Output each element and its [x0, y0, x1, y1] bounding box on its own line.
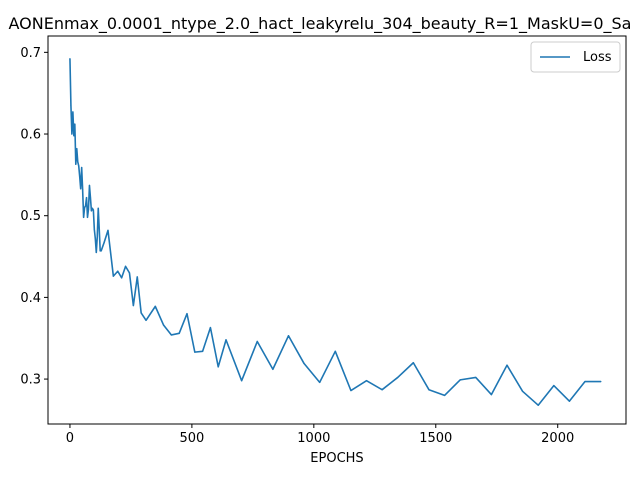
loss-data-point [77, 161, 79, 163]
loss-data-point [83, 206, 86, 209]
loss-data-point [459, 379, 461, 381]
loss-data-point [83, 216, 85, 218]
loss-data-point [584, 380, 586, 383]
loss-data-point [209, 327, 212, 329]
loss-data-point [73, 135, 75, 137]
loss-data-point [145, 319, 147, 321]
loss-data-point [272, 368, 274, 370]
loss-data-point [136, 276, 138, 278]
loss-data-point [163, 324, 165, 326]
loss-data-point [70, 104, 72, 107]
loss-data-point [87, 208, 90, 210]
loss-data-point [397, 376, 399, 379]
x-axis-ticks: 0 500 1000 1500 2000 [66, 424, 574, 446]
x-axis-label: EPOCHS [310, 451, 363, 466]
loss-data-point [97, 207, 99, 209]
loss-data-point [350, 389, 352, 392]
loss-data-point [170, 334, 172, 336]
loss-data-point [69, 58, 71, 60]
y-tick-label: 0.5 [20, 209, 41, 224]
loss-data-point [490, 393, 492, 396]
loss-data-point [475, 376, 477, 379]
loss-data-point [334, 350, 336, 352]
loss-data-point [202, 350, 204, 352]
loss-data-point [121, 277, 123, 279]
loss-data-point [74, 123, 76, 125]
loss-data-point [79, 175, 81, 178]
loss-data-point [225, 339, 227, 341]
loss-data-point [217, 366, 219, 368]
loss-data-point [100, 250, 102, 252]
loss-data-point [72, 111, 74, 113]
loss-data-point [241, 380, 243, 382]
x-tick-label: 1500 [419, 431, 452, 446]
loss-data-point [128, 272, 131, 274]
loss-data-point [82, 188, 84, 191]
loss-data-point [81, 166, 83, 169]
loss-data-point [186, 313, 188, 315]
loss-data-point [103, 242, 105, 244]
loss-data-point [91, 207, 93, 209]
loss-data-point [303, 362, 305, 365]
loss-data-point [88, 184, 91, 187]
x-tick-label: 2000 [541, 431, 574, 446]
y-tick-label: 0.4 [20, 291, 41, 306]
loss-data-point [98, 228, 100, 230]
loss-data-point [99, 250, 101, 252]
loss-data-point [428, 389, 430, 391]
loss-data-point [92, 209, 94, 211]
loss-data-point [178, 332, 180, 334]
loss-data-point [256, 340, 258, 343]
loss-data-point [80, 188, 82, 190]
loss-data-point [76, 148, 78, 150]
loss-data-point [365, 380, 368, 382]
loss-data-point [412, 362, 414, 364]
loss-data-point [112, 275, 114, 277]
loss-data-point [124, 265, 127, 267]
loss-data-point [107, 229, 109, 232]
y-tick-label: 0.3 [20, 373, 41, 388]
loss-data-point [78, 165, 80, 167]
loss-data-point [381, 389, 383, 391]
loss-data-point [154, 305, 156, 307]
legend-label-loss: Loss [583, 50, 612, 65]
loss-data-point [553, 385, 555, 387]
loss-data-point [85, 197, 88, 199]
loss-data-point [568, 400, 571, 402]
loss-data-point [132, 304, 134, 307]
loss-data-point [84, 205, 87, 207]
loss-data-point [506, 364, 508, 366]
plot-area-frame [47, 35, 627, 425]
loss-data-point [71, 133, 73, 135]
loss-data-point [93, 228, 95, 231]
legend-box [530, 41, 621, 73]
loss-data-point [75, 163, 77, 165]
y-axis-ticks: 0.3 0.4 0.5 0.6 0.7 [20, 46, 48, 388]
loss-data-point [140, 312, 142, 314]
loss-series-line [69, 58, 602, 407]
loss-data-point [319, 381, 321, 383]
loss-data-point [94, 237, 96, 240]
loss-data-point [521, 390, 524, 392]
x-tick-label: 0 [66, 431, 74, 446]
loss-data-point [95, 251, 97, 254]
loss-data-point [287, 335, 290, 337]
x-tick-label: 500 [179, 431, 204, 446]
y-tick-label: 0.7 [20, 46, 41, 61]
loss-data-point [600, 380, 602, 383]
loss-data-point [443, 394, 446, 397]
y-tick-label: 0.6 [20, 128, 41, 143]
chart-title: AONEnmax_0.0001_ntype_2.0_hact_leakyrelu… [9, 14, 632, 34]
loss-data-point [117, 270, 119, 272]
x-tick-label: 1000 [297, 431, 330, 446]
loss-data-point [537, 404, 539, 406]
loss-data-point [86, 216, 89, 218]
legend: Loss [530, 41, 621, 73]
loss-series-points [69, 58, 602, 406]
loss-data-point [96, 236, 98, 238]
loss-data-point [89, 197, 92, 199]
loss-data-point [194, 351, 196, 353]
loss-data-point [90, 210, 93, 212]
